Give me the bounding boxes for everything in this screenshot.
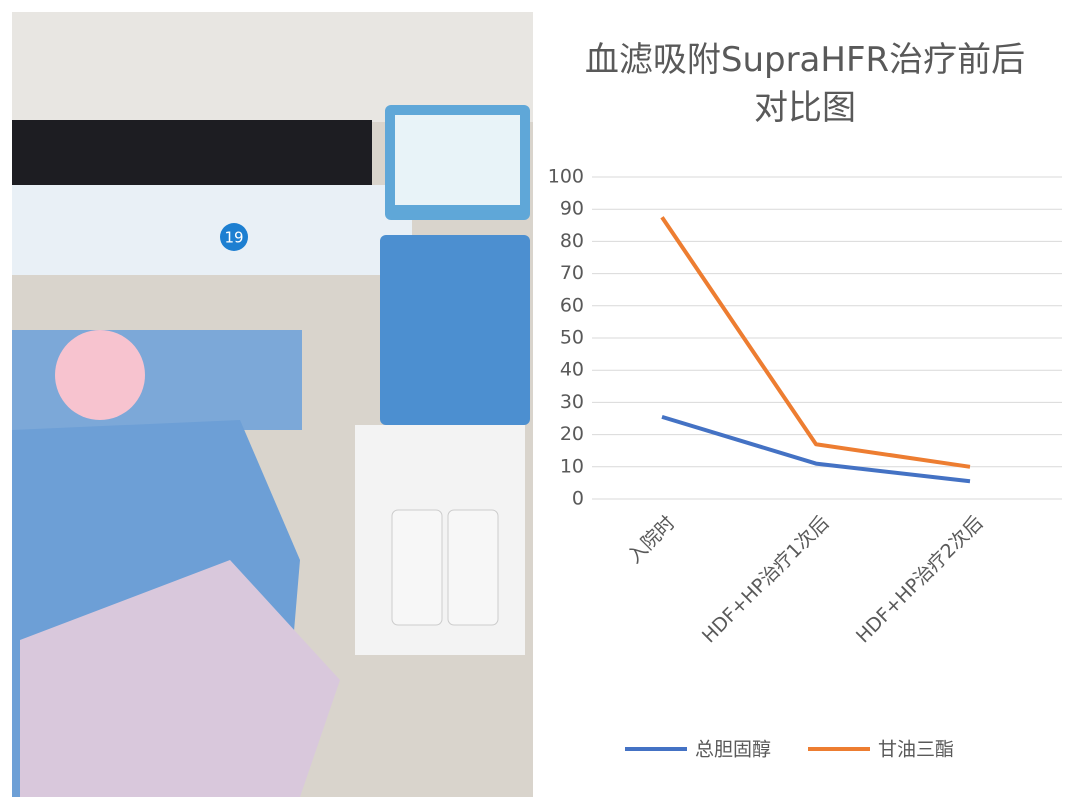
legend-label: 总胆固醇 (695, 739, 771, 761)
bottle (447, 509, 499, 626)
window (12, 120, 372, 185)
y-tick-label: 60 (560, 294, 584, 316)
photo: 19 (12, 12, 533, 797)
series-line (660, 216, 971, 469)
series-line (661, 414, 971, 484)
y-tick-label: 0 (572, 488, 584, 510)
y-tick-label: 100 (548, 166, 584, 188)
y-tick-label: 90 (560, 198, 584, 220)
chart-title: 血滤吸附SupraHFR治疗前后对比图 (584, 40, 1026, 128)
y-tick-label: 20 (560, 423, 584, 445)
y-tick-label: 40 (560, 359, 584, 381)
quilt (20, 560, 340, 797)
wall-panel (12, 185, 412, 275)
screen (395, 115, 520, 205)
badge-text: 19 (224, 229, 243, 247)
legend-label: 甘油三酯 (878, 739, 954, 761)
bottle (391, 509, 443, 626)
y-tick-label: 80 (560, 230, 584, 252)
chart-panel (543, 12, 1068, 797)
sticker (55, 330, 145, 420)
machine-panel (380, 235, 530, 425)
ceiling (12, 12, 533, 122)
badge (220, 223, 248, 251)
y-tick-label: 50 (560, 327, 584, 349)
y-tick-label: 10 (560, 455, 584, 477)
y-tick-label: 70 (560, 262, 584, 284)
chart-bg (543, 12, 1068, 797)
y-tick-label: 30 (560, 391, 584, 413)
